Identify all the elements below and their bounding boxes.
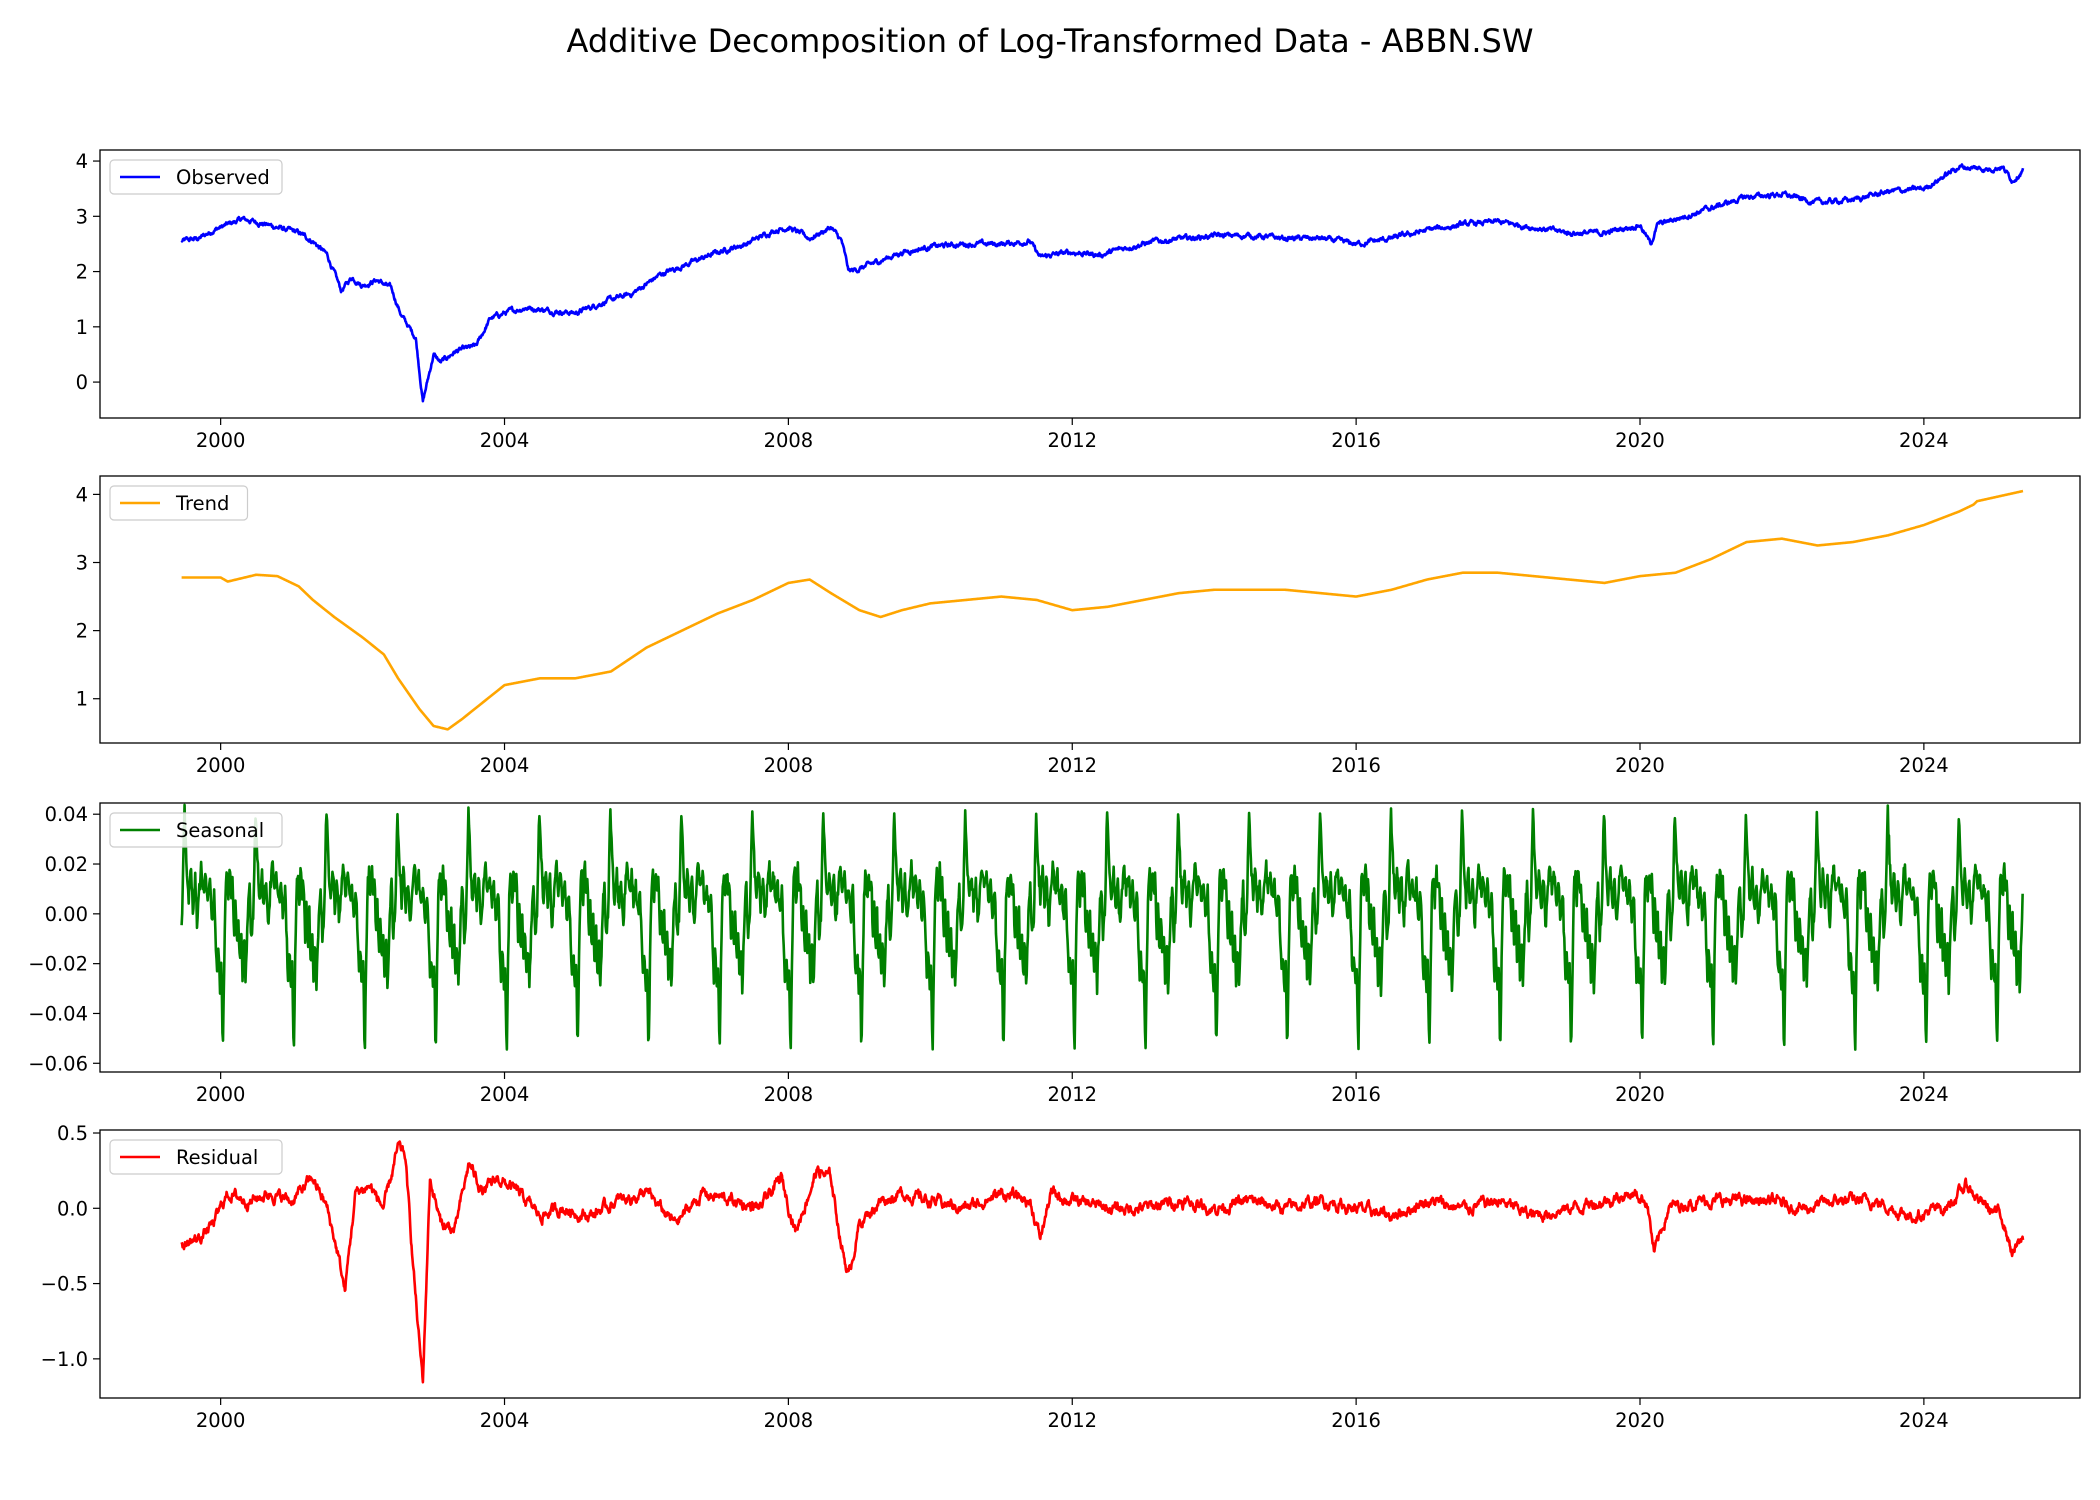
residual-legend-box bbox=[109, 1139, 283, 1175]
seasonal-y-tick-label: 0.02 bbox=[45, 853, 88, 876]
seasonal-axes-frame bbox=[99, 802, 2081, 1073]
residual-legend: Residual bbox=[109, 1139, 283, 1175]
seasonal-x-tick-label: 2020 bbox=[1615, 1083, 1665, 1106]
trend-x-tick-label: 2004 bbox=[480, 754, 530, 777]
observed-y-tick-label: 4 bbox=[76, 150, 88, 173]
observed-axes-frame bbox=[99, 149, 2081, 419]
observed-series-line bbox=[180, 163, 2025, 403]
figure-title: Additive Decomposition of Log-Transforme… bbox=[566, 22, 1534, 60]
trend-y-tick-label: 1 bbox=[76, 688, 88, 711]
trend-x-tick-label: 2012 bbox=[1047, 754, 1097, 777]
panel-trend: 2000 2004 2008 2012 2016 2020 2024 1 2 3 4 Trend bbox=[76, 475, 2081, 777]
seasonal-x-tick-label: 2024 bbox=[1899, 1083, 1949, 1106]
seasonal-y-tick-label: −0.06 bbox=[28, 1052, 88, 1075]
trend-y-tick-label: 3 bbox=[76, 552, 88, 575]
seasonal-x-tick-label: 2016 bbox=[1331, 1083, 1381, 1106]
seasonal-y-tick-label: −0.02 bbox=[28, 953, 88, 976]
trend-x-tick-label: 2024 bbox=[1899, 754, 1949, 777]
seasonal-y-tick-label: 0.04 bbox=[45, 803, 88, 826]
seasonal-legend-label: Seasonal bbox=[176, 819, 264, 842]
residual-x-tick-label: 2000 bbox=[196, 1409, 246, 1432]
observed-legend-box bbox=[109, 159, 283, 195]
trend-x-tick-label: 2000 bbox=[196, 754, 246, 777]
observed-legend: Observed bbox=[109, 159, 283, 195]
residual-y-tick-label: −0.5 bbox=[41, 1273, 88, 1296]
trend-legend: Trend bbox=[109, 485, 249, 521]
residual-legend-label: Residual bbox=[176, 1146, 258, 1169]
observed-y-tick-label: 1 bbox=[76, 316, 88, 339]
residual-x-tick-label: 2012 bbox=[1047, 1409, 1097, 1432]
trend-legend-box bbox=[109, 485, 249, 521]
residual-y-tick-label: 0.5 bbox=[57, 1122, 88, 1145]
seasonal-legend: Seasonal bbox=[109, 812, 283, 848]
trend-legend-label: Trend bbox=[175, 492, 229, 515]
panel-residual: 2000 2004 2008 2012 2016 2020 2024 −1.0 −0.5 0.0 0… bbox=[41, 1122, 2081, 1432]
trend-y-tick-label: 4 bbox=[76, 483, 88, 506]
seasonal-x-tick-label: 2000 bbox=[196, 1083, 246, 1106]
residual-axes-frame bbox=[99, 1129, 2081, 1399]
residual-series-line bbox=[180, 1140, 2025, 1384]
observed-x-tick-label: 2004 bbox=[480, 429, 530, 452]
residual-x-tick-label: 2008 bbox=[764, 1409, 814, 1432]
seasonal-y-tick-label: −0.04 bbox=[28, 1002, 88, 1025]
observed-y-tick-label: 3 bbox=[76, 205, 88, 228]
seasonal-y-tick-label: 0.00 bbox=[45, 903, 88, 926]
residual-x-tick-label: 2020 bbox=[1615, 1409, 1665, 1432]
trend-axes-frame bbox=[99, 475, 2081, 744]
seasonal-x-tick-label: 2012 bbox=[1047, 1083, 1097, 1106]
trend-series-line bbox=[180, 489, 2024, 731]
observed-x-tick-label: 2012 bbox=[1047, 429, 1097, 452]
trend-x-tick-label: 2016 bbox=[1331, 754, 1381, 777]
observed-x-tick-label: 2024 bbox=[1899, 429, 1949, 452]
trend-y-tick-label: 2 bbox=[76, 620, 88, 643]
trend-x-tick-label: 2020 bbox=[1615, 754, 1665, 777]
observed-x-tick-label: 2008 bbox=[764, 429, 814, 452]
observed-x-tick-label: 2000 bbox=[196, 429, 246, 452]
observed-x-tick-label: 2020 bbox=[1615, 429, 1665, 452]
seasonal-x-tick-label: 2004 bbox=[480, 1083, 530, 1106]
observed-y-tick-label: 2 bbox=[76, 261, 88, 284]
seasonal-legend-box bbox=[109, 812, 283, 848]
trend-x-tick-label: 2008 bbox=[764, 754, 814, 777]
panel-observed: 2000 2004 2008 2012 2016 2020 2024 0 1 2 3 4 Observe… bbox=[76, 149, 2081, 452]
observed-y-tick-label: 0 bbox=[76, 371, 88, 394]
panel-seasonal: 2000 2004 2008 2012 2016 2020 2024 −0.06 −0.04 −0… bbox=[28, 802, 2081, 1106]
residual-y-tick-label: 0.0 bbox=[57, 1197, 88, 1220]
seasonal-x-tick-label: 2008 bbox=[764, 1083, 814, 1106]
observed-x-tick-label: 2016 bbox=[1331, 429, 1381, 452]
residual-y-tick-label: −1.0 bbox=[41, 1348, 88, 1371]
residual-x-tick-label: 2016 bbox=[1331, 1409, 1381, 1432]
residual-x-tick-label: 2024 bbox=[1899, 1409, 1949, 1432]
observed-legend-label: Observed bbox=[176, 166, 270, 189]
seasonal-series-line bbox=[180, 803, 2024, 1051]
residual-x-tick-label: 2004 bbox=[480, 1409, 530, 1432]
